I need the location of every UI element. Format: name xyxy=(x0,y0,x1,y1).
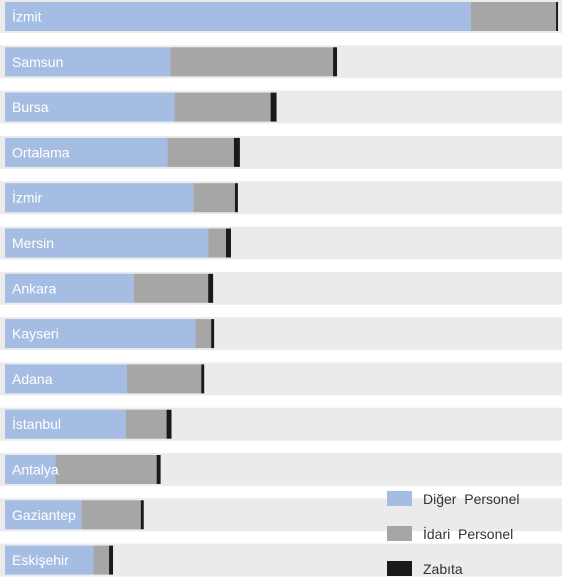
bar-adana-idari xyxy=(126,364,202,394)
bar-adana-diger xyxy=(5,364,127,394)
bar-mersin-idari xyxy=(208,228,227,258)
bar-izmit-idari xyxy=(470,2,557,31)
bar-samsun-idari xyxy=(170,47,334,77)
category-label-antalya: Antalya xyxy=(12,462,59,478)
category-label-adana: Adana xyxy=(12,371,53,387)
bar-izmir-zabita xyxy=(234,183,238,213)
bar-kayseri-idari xyxy=(195,319,212,349)
bar-ankara-diger xyxy=(5,273,134,303)
bar-izmit-zabita xyxy=(556,2,559,31)
bar-ankara-zabita xyxy=(208,273,214,303)
bar-eskisehir-idari xyxy=(93,545,110,575)
bar-ortalama-diger xyxy=(5,137,168,167)
bar-mersin-zabita xyxy=(226,228,231,258)
bar-antalya-zabita xyxy=(156,455,161,484)
legend-label-idari: İdari Personel xyxy=(423,525,513,542)
bar-bursa-idari xyxy=(174,92,271,122)
bar-eskisehir-diger xyxy=(5,545,94,575)
bar-istanbul-diger xyxy=(5,409,126,439)
bar-kayseri-zabita xyxy=(211,319,215,349)
category-label-kayseri: Kayseri xyxy=(12,326,59,342)
bar-antalya-diger xyxy=(5,455,56,484)
bar-ortalama-idari xyxy=(167,137,234,167)
bar-gaziantep-diger xyxy=(5,500,82,530)
category-label-ankara: Ankara xyxy=(12,280,57,296)
legend-label-zabita: Zabıta xyxy=(423,561,463,577)
legend-swatch-idari xyxy=(387,526,412,541)
category-label-gaziantep: Gaziantep xyxy=(12,507,76,523)
bar-bursa-diger xyxy=(5,92,175,122)
category-label-izmit: İzmit xyxy=(12,8,42,25)
bar-bursa-zabita xyxy=(270,92,277,122)
bar-kayseri-diger xyxy=(5,319,196,349)
bar-antalya-idari xyxy=(55,455,157,484)
category-labels: İzmit Samsun Bursa Ortalama İzmir Mersin Ankar… xyxy=(12,8,76,569)
legend-label-diger: Diğer Personel xyxy=(423,491,520,507)
bar-adana-zabita xyxy=(201,364,205,394)
bar-gaziantep-zabita xyxy=(140,500,144,530)
bars xyxy=(5,2,559,575)
category-label-samsun: Samsun xyxy=(12,54,63,70)
bar-izmir-diger xyxy=(5,183,194,213)
category-label-izmir: İzmir xyxy=(12,189,43,206)
bar-samsun-diger xyxy=(5,47,171,77)
legend-swatch-zabita xyxy=(387,561,412,576)
category-label-ortalama: Ortalama xyxy=(12,144,70,160)
legend-swatch-diger xyxy=(387,491,412,506)
category-label-istanbul: İstanbul xyxy=(12,415,61,432)
legend: Diğer Personel İdari Personel Zabıta xyxy=(387,491,520,577)
bar-gaziantep-idari xyxy=(81,500,141,530)
bar-mersin-diger xyxy=(5,228,209,258)
category-label-eskisehir: Eskişehir xyxy=(12,552,69,568)
bar-ankara-idari xyxy=(133,273,209,303)
category-label-bursa: Bursa xyxy=(12,99,49,115)
bar-samsun-zabita xyxy=(333,47,338,77)
bar-ortalama-zabita xyxy=(233,137,240,167)
bar-istanbul-zabita xyxy=(166,409,172,439)
bar-izmir-idari xyxy=(193,183,235,213)
category-label-mersin: Mersin xyxy=(12,235,54,251)
bar-eskisehir-zabita xyxy=(109,545,114,575)
bar-istanbul-idari xyxy=(125,409,167,439)
bar-izmit-diger xyxy=(5,2,471,31)
